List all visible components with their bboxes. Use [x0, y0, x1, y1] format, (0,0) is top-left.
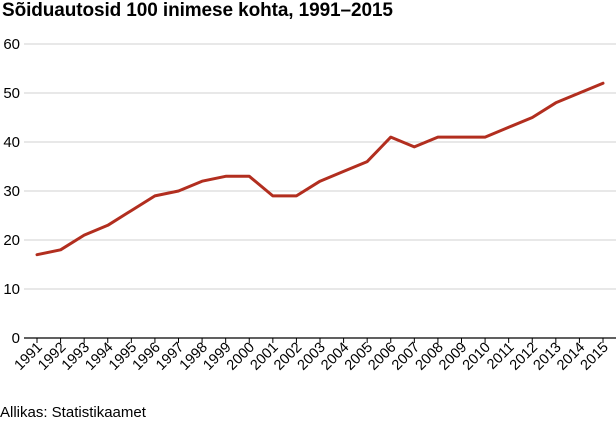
x-tick-label: 2015 — [578, 340, 612, 374]
x-axis-ticks: 1991199219931994199519961997199819992000… — [12, 338, 612, 374]
y-tick-label: 20 — [3, 232, 20, 249]
y-tick-label: 10 — [3, 281, 20, 298]
chart-title: Sõiduautosid 100 inimese kohta, 1991–201… — [2, 0, 393, 21]
y-tick-label: 40 — [3, 134, 20, 151]
y-tick-label: 0 — [12, 330, 20, 347]
source-note: Allikas: Statistikaamet — [0, 404, 146, 421]
y-axis-ticks: 0 10 20 30 40 50 60 — [3, 36, 20, 347]
y-tick-label: 30 — [3, 183, 20, 200]
series-lines — [35, 81, 605, 257]
y-tick-label: 50 — [3, 85, 20, 102]
y-tick-label: 60 — [3, 36, 20, 53]
series-line — [35, 81, 605, 257]
gridlines — [24, 43, 616, 339]
